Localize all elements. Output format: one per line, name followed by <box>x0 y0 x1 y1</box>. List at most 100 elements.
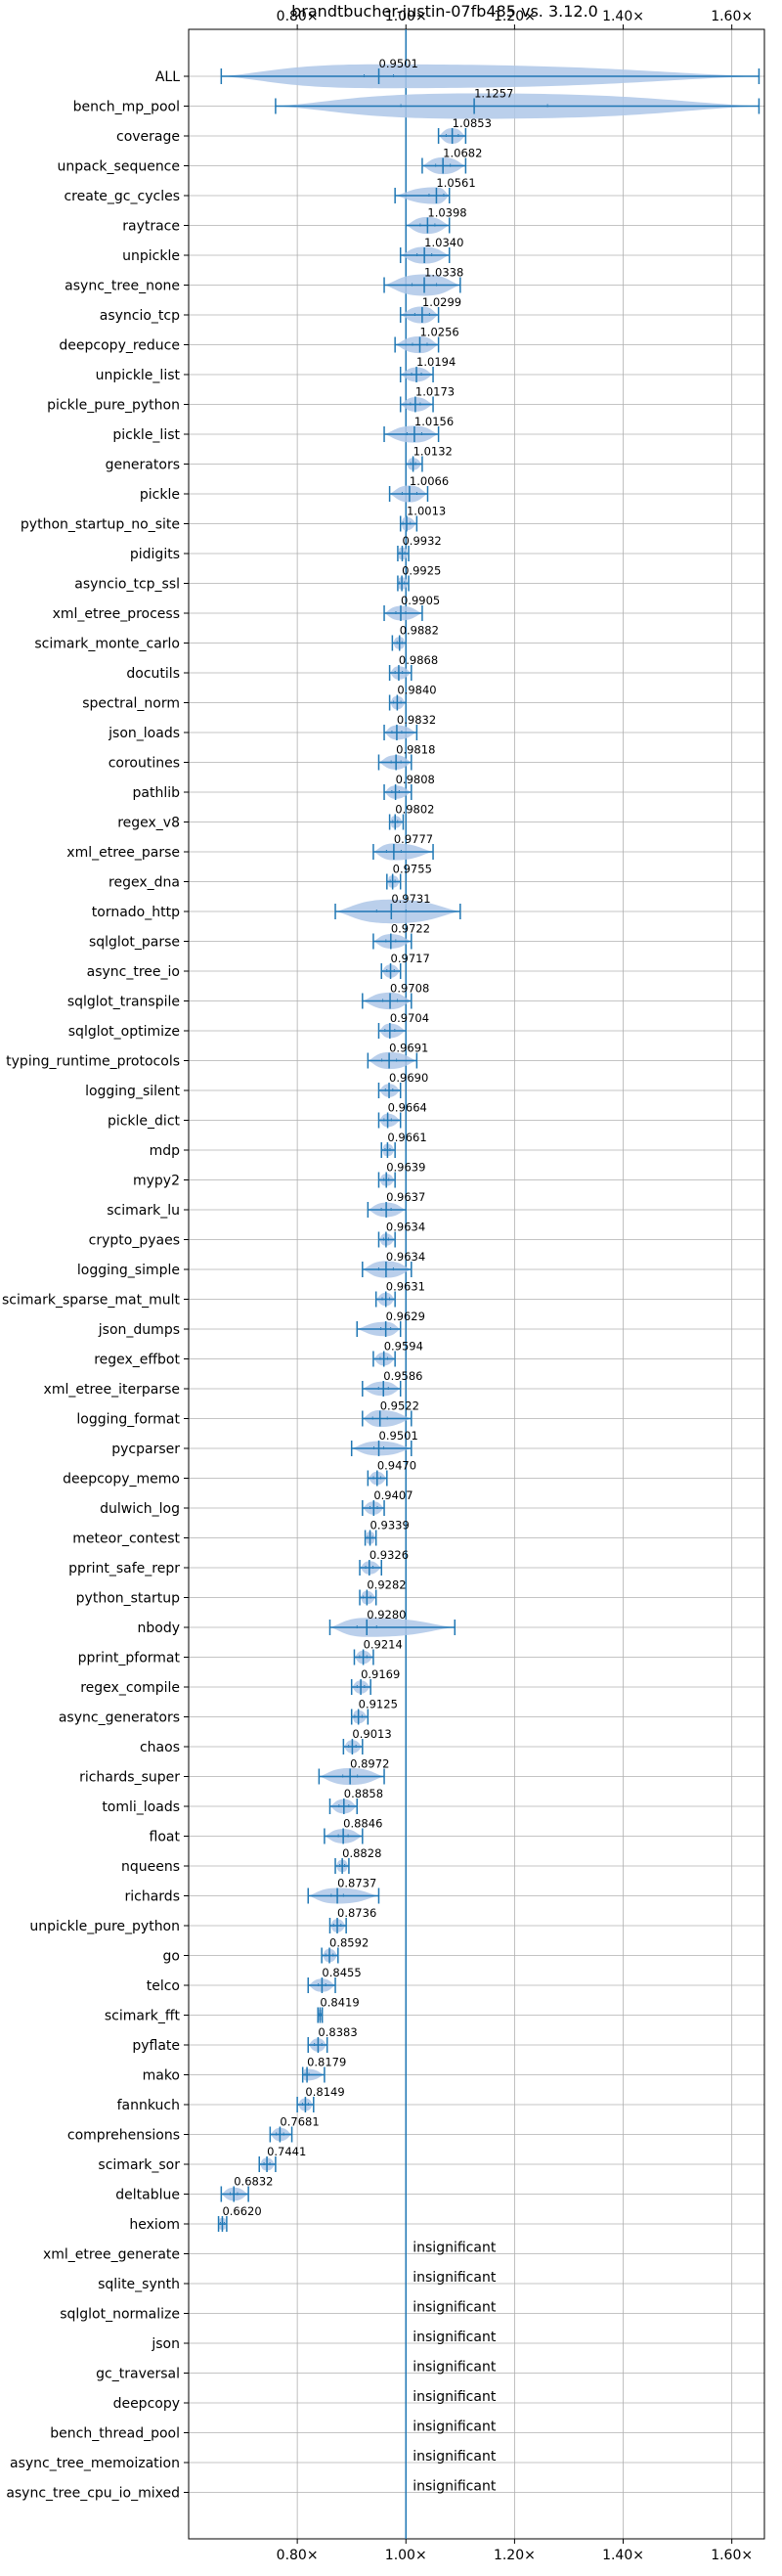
median-value-label: 0.9722 <box>391 922 430 936</box>
y-tick-label: ALL <box>155 69 180 85</box>
y-tick-label: python_startup <box>76 1591 180 1607</box>
x-tick-label-top: 1.60× <box>711 9 753 24</box>
median-value-label: 0.9808 <box>396 773 435 786</box>
y-tick-label: pickle_list <box>112 427 180 443</box>
y-tick-label: raytrace <box>122 219 180 235</box>
x-tick-label-top: 0.80× <box>277 9 319 24</box>
y-tick-label: logging_format <box>76 1412 180 1428</box>
y-tick-label: sqlite_synth <box>98 2277 180 2292</box>
median-value-label: 1.0256 <box>419 326 458 339</box>
median-value-label: 1.0853 <box>453 116 492 130</box>
median-value-label: 0.9925 <box>402 564 441 578</box>
median-value-label: 0.9522 <box>380 1399 419 1413</box>
y-tick-label: float <box>150 1830 181 1845</box>
median-value-label: 0.9169 <box>361 1667 400 1681</box>
y-tick-label: pprint_safe_repr <box>68 1561 180 1577</box>
y-tick-label: json_dumps <box>98 1322 180 1338</box>
y-tick-label: pickle_pure_python <box>47 398 180 414</box>
median-value-label: 0.9708 <box>390 982 429 996</box>
median-value-label: 0.8737 <box>337 1877 376 1890</box>
insignificant-label: insignificant <box>413 2479 497 2495</box>
y-tick-label: json_loads <box>108 726 180 741</box>
median-value-label: 0.9882 <box>400 624 439 638</box>
median-value-label: 1.0682 <box>443 147 482 160</box>
y-tick-label: typing_runtime_protocols <box>6 1054 180 1070</box>
y-tick-label: deepcopy_memo <box>63 1472 180 1488</box>
plot-frame <box>188 28 765 2540</box>
median-value-label: 1.0173 <box>415 385 455 399</box>
y-tick-label: async_tree_none <box>65 279 180 294</box>
y-tick-label: xml_etree_generate <box>43 2247 180 2263</box>
median-value-label: 0.8179 <box>307 2056 346 2069</box>
y-tick-label: telco <box>147 1978 180 1994</box>
y-tick-label: unpickle_pure_python <box>29 1919 180 1934</box>
x-tick-label-bottom: 0.80× <box>277 2548 319 2563</box>
y-tick-label: scimark_monte_carlo <box>34 637 180 652</box>
y-tick-label: asyncio_tcp_ssl <box>74 577 180 593</box>
y-tick-label: regex_v8 <box>117 816 180 831</box>
y-tick-label: create_gc_cycles <box>64 189 180 204</box>
x-tick-label-bottom: 1.60× <box>711 2548 753 2563</box>
y-tick-label: nqueens <box>121 1859 180 1875</box>
y-tick-label: generators <box>106 458 180 473</box>
median-value-label: 0.9868 <box>399 653 438 667</box>
median-value-label: 0.9690 <box>389 1071 428 1085</box>
median-value-label: 0.9717 <box>391 952 430 965</box>
x-tick-label-top: 1.00× <box>385 9 427 24</box>
median-value-label: 0.6620 <box>222 2204 261 2218</box>
y-tick-label: pickle_dict <box>108 1114 181 1130</box>
y-tick-label: go <box>163 1949 180 1965</box>
y-tick-label: unpickle <box>122 248 180 264</box>
median-value-label: 0.9125 <box>359 1698 398 1711</box>
y-tick-label: bench_thread_pool <box>50 2426 180 2442</box>
median-value-label: 0.9840 <box>397 684 436 697</box>
y-tick-label: tomli_loads <box>102 1799 180 1815</box>
y-tick-label: sqlglot_normalize <box>60 2307 180 2323</box>
chart-title: brandtbucher-justin-07fb485 vs. 3.12.0 <box>291 2 598 21</box>
y-tick-label: bench_mp_pool <box>73 100 180 115</box>
insignificant-label: insignificant <box>413 2420 497 2435</box>
y-tick-label: pathlib <box>133 785 181 801</box>
y-tick-label: unpack_sequence <box>58 159 180 175</box>
y-tick-label: deepcopy <box>113 2396 180 2412</box>
median-value-label: 0.9818 <box>396 743 435 757</box>
median-value-label: 0.7681 <box>280 2115 319 2129</box>
median-value-label: 0.9280 <box>367 1608 406 1621</box>
median-value-label: 1.0398 <box>427 206 466 220</box>
y-tick-label: pycparser <box>111 1442 180 1457</box>
y-tick-label: richards <box>125 1889 181 1905</box>
median-value-label: 1.0561 <box>436 176 475 190</box>
y-tick-label: docutils <box>126 666 180 682</box>
y-tick-label: richards_super <box>79 1770 180 1786</box>
median-value-label: 1.0194 <box>416 355 456 369</box>
x-tick-label-bottom: 1.20× <box>494 2548 536 2563</box>
insignificant-label: insignificant <box>413 2330 497 2345</box>
median-value-label: 0.9501 <box>379 57 418 70</box>
insignificant-label: insignificant <box>413 2241 497 2256</box>
y-tick-label: comprehensions <box>67 2128 180 2144</box>
median-value-label: 0.9214 <box>364 1638 403 1652</box>
y-tick-label: chaos <box>140 1740 180 1755</box>
median-value-label: 0.9832 <box>397 713 436 727</box>
y-tick-label: meteor_contest <box>72 1532 180 1547</box>
median-value-label: 0.9470 <box>377 1459 416 1473</box>
y-tick-label: async_tree_memoization <box>10 2456 180 2471</box>
median-value-label: 1.0299 <box>422 295 461 309</box>
median-value-label: 0.9755 <box>393 863 432 876</box>
median-value-label: 0.9339 <box>370 1519 410 1532</box>
median-value-label: 0.9594 <box>384 1340 423 1354</box>
y-tick-label: xml_etree_iterparse <box>44 1382 180 1398</box>
median-value-label: 0.9691 <box>389 1042 428 1055</box>
median-value-label: 1.1257 <box>474 87 513 101</box>
y-tick-label: async_tree_cpu_io_mixed <box>6 2486 180 2502</box>
median-value-label: 0.8455 <box>322 1966 361 1979</box>
median-value-label: 1.0340 <box>424 236 463 249</box>
y-tick-label: scimark_sor <box>98 2157 180 2173</box>
x-tick-label-bottom: 1.00× <box>385 2548 427 2563</box>
x-tick-label-top: 1.40× <box>602 9 644 24</box>
median-value-label: 0.9661 <box>387 1131 426 1144</box>
median-value-label: 0.8736 <box>337 1906 376 1920</box>
median-value-label: 0.9282 <box>367 1578 406 1592</box>
median-value-label: 1.0132 <box>413 445 453 459</box>
y-tick-label: json <box>151 2336 180 2352</box>
